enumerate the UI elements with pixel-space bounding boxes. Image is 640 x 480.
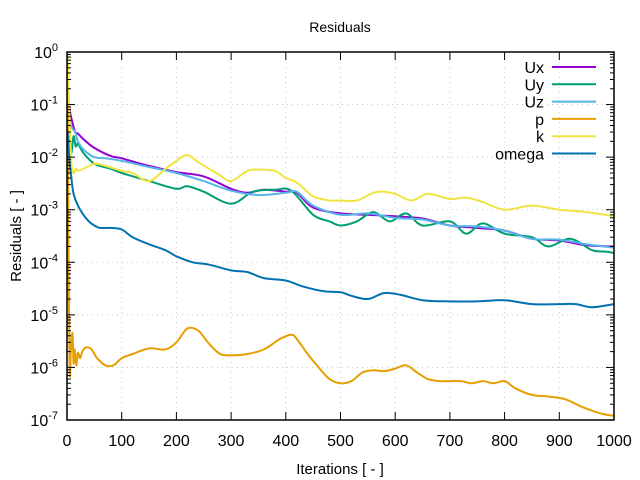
x-tick-label: 700: [437, 433, 464, 450]
chart-title: Residuals: [309, 19, 370, 35]
x-tick-labels: 0 100 200 300 400 500 600 700 800 900 1000: [63, 433, 632, 450]
series-line-Uy: [67, 131, 614, 254]
y-tick-label: 10-5: [30, 305, 58, 325]
gridlines: [67, 52, 614, 420]
x-tick-label: 800: [491, 433, 518, 450]
legend-label-k: k: [536, 129, 545, 146]
x-tick-label: 0: [63, 433, 72, 450]
legend-label-Uy: Uy: [524, 77, 544, 94]
legend-label-Uz: Uz: [524, 95, 544, 112]
y-tick-label: 10-7: [30, 410, 58, 430]
legend-label-p: p: [535, 112, 544, 129]
y-axis-label: Residuals [ - ]: [8, 190, 25, 282]
legend-label-omega: omega: [495, 147, 544, 164]
x-tick-label: 600: [382, 433, 409, 450]
series-line-k: [67, 53, 614, 218]
x-axis-label: Iterations [ - ]: [296, 461, 384, 478]
y-tick-labels: 100 10-1 10-2 10-3 10-4 10-5 10-6 10-7: [30, 42, 58, 430]
x-tick-label: 900: [546, 433, 573, 450]
x-tick-label: 500: [327, 433, 354, 450]
x-tick-label: 400: [272, 433, 299, 450]
y-tick-label: 100: [34, 42, 58, 62]
y-tick-label: 10-1: [30, 95, 58, 115]
legend-label-Ux: Ux: [524, 60, 544, 77]
x-tick-label: 200: [163, 433, 190, 450]
axis-ticks: [66, 51, 615, 421]
series-group: [67, 53, 614, 417]
x-tick-label: 300: [218, 433, 245, 450]
y-tick-label: 10-4: [30, 252, 58, 272]
y-tick-label: 10-2: [30, 147, 58, 167]
x-tick-label: 100: [108, 433, 135, 450]
series-line-omega: [67, 131, 614, 309]
y-tick-label: 10-3: [30, 200, 58, 220]
series-line-p: [67, 62, 614, 417]
y-tick-label: 10-6: [30, 357, 58, 377]
x-tick-label: 1000: [596, 433, 632, 450]
series-line-Uz: [67, 78, 614, 249]
